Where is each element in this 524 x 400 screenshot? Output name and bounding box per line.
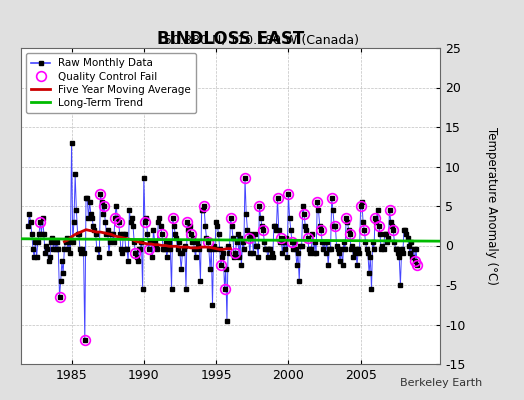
Legend: Raw Monthly Data, Quality Control Fail, Five Year Moving Average, Long-Term Tren: Raw Monthly Data, Quality Control Fail, …	[26, 53, 196, 113]
Text: 50.880 N, 110.180 W (Canada): 50.880 N, 110.180 W (Canada)	[165, 34, 359, 47]
Text: Berkeley Earth: Berkeley Earth	[400, 378, 482, 388]
Y-axis label: Temperature Anomaly (°C): Temperature Anomaly (°C)	[485, 127, 498, 285]
Title: BINDLOSS EAST: BINDLOSS EAST	[157, 30, 304, 48]
